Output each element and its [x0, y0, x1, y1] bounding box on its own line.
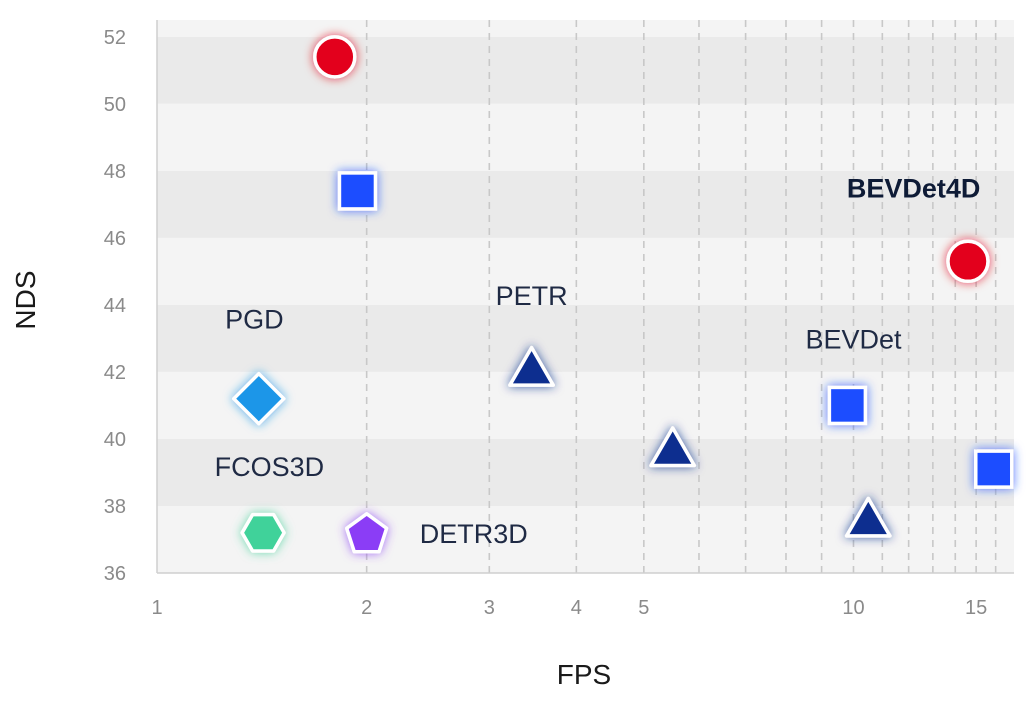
y-axis-title: NDS	[10, 270, 41, 329]
band	[157, 438, 1014, 506]
annotations: PGD PETR BEVDet BEVDet4D FCOS3D DETR3D	[215, 174, 981, 549]
point-circle	[313, 35, 357, 79]
x-tick-label: 4	[571, 597, 582, 619]
y-tick-label: 52	[104, 27, 126, 49]
x-tick-labels: 1 2 3 4 5 10 15	[151, 597, 987, 619]
y-tick-labels: 36 38 40 42 44 46 48 50 52	[104, 27, 126, 585]
annotation-label: PGD	[225, 304, 284, 334]
x-tick-label: 1	[151, 597, 162, 619]
point-square	[337, 171, 378, 211]
x-axis-title: FPS	[557, 659, 611, 690]
annotation-label: FCOS3D	[215, 452, 325, 482]
background-bands	[157, 20, 1014, 573]
annotation-label: BEVDet	[805, 324, 902, 354]
x-tick-label: 5	[638, 597, 649, 619]
point-triangle	[649, 426, 697, 468]
x-tick-label: 3	[484, 597, 495, 619]
band	[157, 304, 1014, 372]
band	[157, 170, 1014, 238]
band	[157, 20, 1014, 37]
point-diamond	[232, 371, 286, 426]
annotation-label: PETR	[496, 281, 568, 311]
point-pentagon	[344, 512, 389, 554]
band	[157, 103, 1014, 171]
annotation-label: BEVDet4D	[847, 174, 981, 204]
band	[157, 237, 1014, 305]
y-tick-label: 44	[104, 295, 126, 317]
point-hexagon	[240, 512, 286, 553]
point-triangle	[508, 345, 555, 387]
band	[157, 371, 1014, 439]
y-tick-label: 38	[104, 496, 126, 518]
y-tick-label: 50	[104, 94, 126, 116]
band	[157, 505, 1014, 573]
x-tick-label: 15	[965, 597, 987, 619]
data-points	[232, 35, 1014, 554]
y-tick-label: 48	[104, 161, 126, 183]
point-triangle	[844, 496, 892, 538]
annotation-label: DETR3D	[420, 519, 528, 549]
y-tick-label: 36	[104, 563, 126, 585]
x-tick-label: 2	[361, 597, 372, 619]
band	[157, 36, 1014, 104]
point-square	[974, 449, 1014, 489]
y-tick-label: 46	[104, 228, 126, 250]
y-tick-label: 42	[104, 362, 126, 384]
y-tick-label: 40	[104, 429, 126, 451]
point-circle	[946, 239, 990, 284]
point-square	[827, 385, 868, 426]
axes	[156, 20, 1014, 574]
x-tick-label: 10	[842, 597, 864, 619]
